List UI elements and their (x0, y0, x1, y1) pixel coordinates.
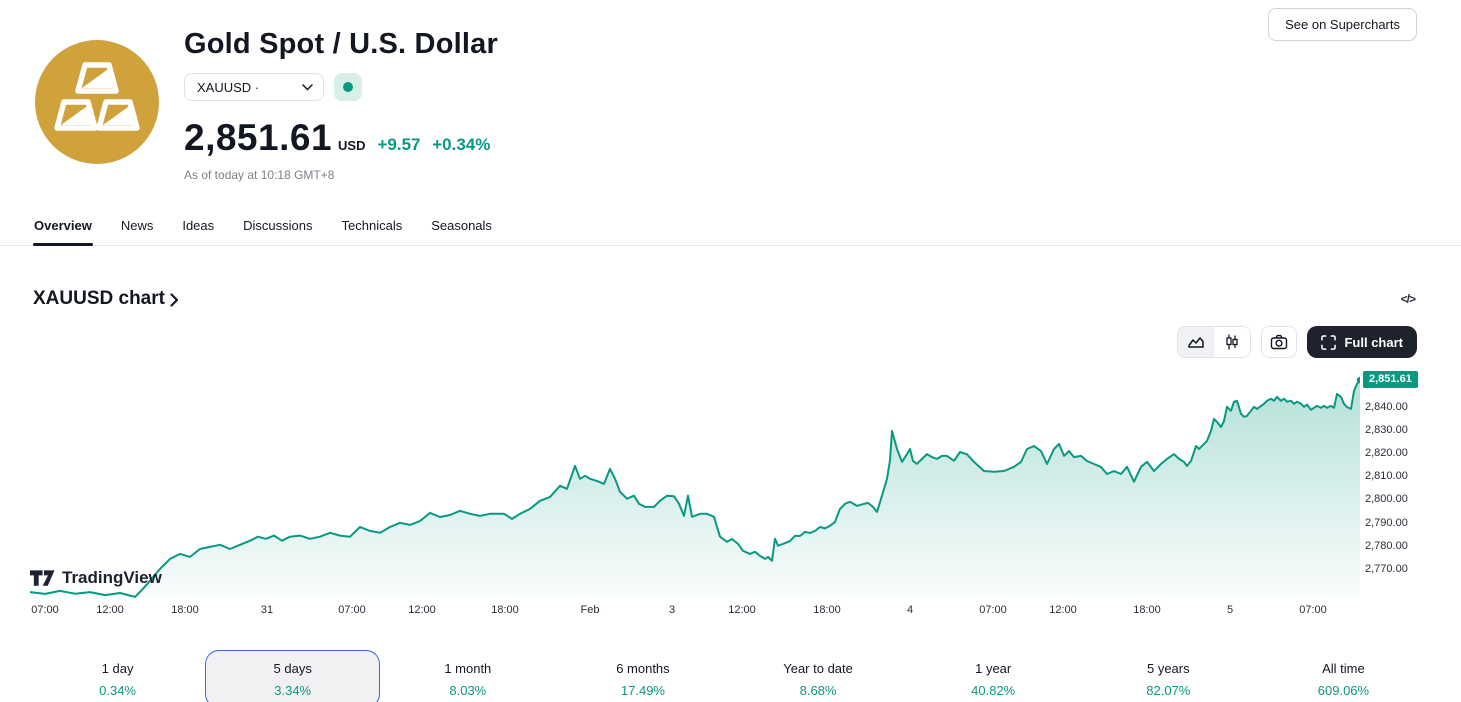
time-axis-label: 12:00 (1049, 604, 1077, 616)
range-label: 1 month (444, 660, 492, 676)
camera-icon (1271, 334, 1288, 350)
area-chart-icon (1188, 337, 1205, 348)
time-axis-label: 12:00 (408, 604, 436, 616)
time-axis-label: 07:00 (338, 604, 366, 616)
tab-ideas[interactable]: Ideas (182, 218, 215, 233)
symbol-select-value: XAUUSD · (197, 79, 260, 95)
chart-toolbar: Full chart (0, 326, 1461, 358)
range-label: 5 years (1146, 660, 1190, 676)
price-axis-label: 2,810.00 (1365, 470, 1408, 482)
time-axis-label: Feb (580, 604, 600, 616)
gold-logo (35, 40, 159, 164)
time-axis-label: 3 (668, 604, 676, 616)
time-axis-label: 18:00 (813, 604, 841, 616)
price-axis-label: 2,820.00 (1365, 447, 1408, 459)
range-button-1-year[interactable]: 1 year 40.82% (906, 650, 1081, 702)
series-line (30, 379, 1360, 598)
range-label: 6 months (616, 660, 670, 676)
time-axis-label: 4 (906, 604, 914, 616)
time-axis-label: 12:00 (728, 604, 756, 616)
tradingview-watermark[interactable]: TradingView (30, 568, 162, 588)
candles-chart-type-button[interactable] (1214, 327, 1251, 357)
price-chart[interactable]: 2,840.00 2,830.00 2,820.00 2,810.00 2,800.00… (0, 364, 1461, 628)
symbol-header: Gold Spot / U.S. Dollar XAUUSD · 2,851.6… (0, 0, 1461, 182)
time-axis-label: 12:00 (96, 604, 124, 616)
range-button-1-day[interactable]: 1 day 0.34% (30, 650, 205, 702)
tab-technicals[interactable]: Technicals (341, 218, 403, 233)
tab-news[interactable]: News (120, 218, 154, 233)
range-change: 3.34% (274, 682, 312, 698)
range-label: 1 year (975, 660, 1012, 676)
range-change: 40.82% (971, 682, 1016, 698)
time-axis-label: 31 (260, 604, 274, 616)
range-change: 8.03% (449, 682, 487, 698)
time-axis-label: 5 (1226, 604, 1234, 616)
range-button-all-time[interactable]: All time 609.06% (1256, 650, 1431, 702)
tab-bar: Overview News Ideas Discussions Technicals Se… (0, 212, 1461, 246)
range-label: 5 days (273, 660, 312, 676)
full-chart-label: Full chart (1344, 334, 1403, 350)
time-axis-label: 07:00 (1299, 604, 1327, 616)
embed-code-icon[interactable]: </> (1400, 292, 1416, 306)
price-axis-label: 2,790.00 (1365, 517, 1408, 529)
market-open-dot-icon (343, 82, 353, 92)
symbol-select[interactable]: XAUUSD · (184, 73, 324, 101)
chevron-down-icon (302, 83, 313, 91)
see-on-supercharts-button[interactable]: See on Supercharts (1268, 8, 1417, 41)
chart-section-title[interactable]: XAUUSD chart (33, 288, 179, 310)
range-label: 1 day (101, 660, 134, 676)
range-selector: 1 day 0.34% 5 days 3.34% 1 month 8.03% 6 month… (30, 650, 1431, 702)
price-axis-label: 2,840.00 (1365, 401, 1408, 413)
candlestick-icon (1226, 334, 1239, 350)
range-change: 0.34% (99, 682, 136, 698)
time-axis-label: 18:00 (1133, 604, 1161, 616)
time-axis-label: 07:00 (31, 604, 59, 616)
tradingview-watermark-text: TradingView (62, 568, 162, 587)
time-axis-label: 18:00 (491, 604, 519, 616)
range-change: 609.06% (1317, 682, 1370, 698)
snapshot-button[interactable] (1261, 326, 1298, 358)
tab-discussions[interactable]: Discussions (243, 218, 313, 233)
price-axis-label: 2,830.00 (1365, 424, 1408, 436)
price-change-abs: +9.57 (377, 135, 421, 154)
price-change: +9.57 +0.34% (377, 135, 490, 155)
range-button-5-days[interactable]: 5 days 3.34% (205, 650, 381, 702)
range-label: Year to date (783, 660, 853, 676)
range-change: 82.07% (1146, 682, 1191, 698)
range-label: All time (1322, 660, 1365, 676)
area-chart-plot (30, 376, 1360, 599)
last-point-marker (1356, 376, 1360, 384)
chart-type-segmented-control (1177, 326, 1252, 358)
full-chart-button[interactable]: Full chart (1307, 326, 1417, 358)
last-price-badge: 2,851.61 (1363, 371, 1418, 388)
range-button-1-month[interactable]: 1 month 8.03% (380, 650, 555, 702)
range-change: 17.49% (620, 682, 665, 698)
page-title: Gold Spot / U.S. Dollar (184, 28, 498, 60)
price-axis-label: 2,800.00 (1365, 493, 1408, 505)
last-price: 2,851.61 (184, 117, 333, 158)
time-axis-label: 18:00 (171, 604, 199, 616)
chevron-right-icon (170, 293, 179, 307)
time-axis-label: 07:00 (979, 604, 1007, 616)
price-change-pct: +0.34% (432, 135, 491, 154)
range-change: 8.68% (799, 682, 837, 698)
range-button-5-years[interactable]: 5 years 82.07% (1081, 650, 1256, 702)
chart-section-title-text: XAUUSD chart (33, 288, 165, 309)
chart-section-head: XAUUSD chart </> (0, 288, 1461, 310)
tab-seasonals[interactable]: Seasonals (431, 218, 492, 233)
range-button-year-to-date[interactable]: Year to date 8.68% (731, 650, 906, 702)
market-status-button[interactable] (334, 73, 362, 101)
tab-overview[interactable]: Overview (33, 212, 93, 246)
price-axis-label: 2,780.00 (1365, 540, 1408, 552)
range-button-6-months[interactable]: 6 months 17.49% (555, 650, 730, 702)
tradingview-logo-icon (30, 569, 55, 586)
area-chart-type-button[interactable] (1178, 327, 1215, 357)
price-currency: USD (338, 138, 366, 153)
price-axis-label: 2,770.00 (1365, 563, 1408, 575)
series-area-fill (30, 380, 1360, 599)
fullscreen-icon (1321, 334, 1337, 350)
as-of-timestamp: As of today at 10:18 GMT+8 (184, 168, 335, 182)
